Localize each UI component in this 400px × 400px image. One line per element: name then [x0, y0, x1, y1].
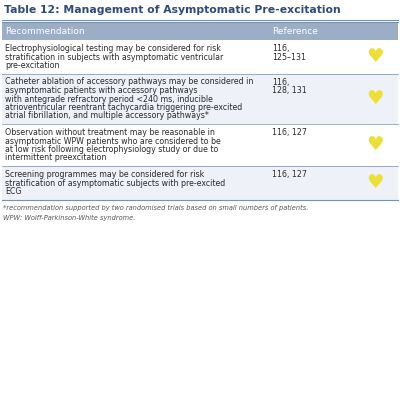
Text: ♥: ♥: [366, 136, 384, 154]
Text: stratification of asymptomatic subjects with pre-excited: stratification of asymptomatic subjects …: [5, 178, 225, 188]
Text: atrial fibrillation, and multiple accessory pathways*: atrial fibrillation, and multiple access…: [5, 112, 209, 120]
Text: 116, 127: 116, 127: [272, 128, 307, 137]
Text: at low risk following electrophysiology study or due to: at low risk following electrophysiology …: [5, 145, 218, 154]
Text: atrioventricular reentrant tachycardia triggering pre-excited: atrioventricular reentrant tachycardia t…: [5, 103, 242, 112]
Bar: [2, 166, 398, 200]
Text: 128, 131: 128, 131: [272, 86, 307, 95]
Text: Observation without treatment may be reasonable in: Observation without treatment may be rea…: [5, 128, 215, 137]
Text: Reference: Reference: [272, 26, 318, 36]
Text: 116,: 116,: [272, 44, 289, 53]
Text: ECG: ECG: [5, 187, 22, 196]
Text: Table 12: Management of Asymptomatic Pre-excitation: Table 12: Management of Asymptomatic Pre…: [4, 5, 341, 15]
Text: ♥: ♥: [366, 47, 384, 66]
Bar: [2, 124, 398, 166]
Bar: [2, 74, 398, 124]
Text: intermittent preexcitation: intermittent preexcitation: [5, 154, 106, 162]
Text: Recommendation: Recommendation: [5, 26, 85, 36]
Text: WPW: Wolff-Parkinson-White syndrome.: WPW: Wolff-Parkinson-White syndrome.: [3, 214, 135, 221]
Text: ♥: ♥: [366, 173, 384, 192]
Text: stratification in subjects with asymptomatic ventricular: stratification in subjects with asymptom…: [5, 52, 223, 62]
Text: ♥: ♥: [366, 89, 384, 108]
Text: Electrophysiological testing may be considered for risk: Electrophysiological testing may be cons…: [5, 44, 221, 53]
Text: with antegrade refractory period <240 ms, inducible: with antegrade refractory period <240 ms…: [5, 94, 213, 104]
Text: Screening programmes may be considered for risk: Screening programmes may be considered f…: [5, 170, 204, 179]
Text: asymptomatic WPW patients who are considered to be: asymptomatic WPW patients who are consid…: [5, 136, 221, 146]
Bar: [2, 22, 398, 40]
Text: 125–131: 125–131: [272, 52, 306, 62]
Text: Catheter ablation of accessory pathways may be considered in: Catheter ablation of accessory pathways …: [5, 78, 253, 86]
Text: *recommendation supported by two randomised trials based on small numbers of pat: *recommendation supported by two randomi…: [3, 204, 308, 211]
Text: pre-excitation: pre-excitation: [5, 61, 60, 70]
Text: asymptomatic patients with accessory pathways: asymptomatic patients with accessory pat…: [5, 86, 198, 95]
Text: 116,: 116,: [272, 78, 289, 86]
Text: 116, 127: 116, 127: [272, 170, 307, 179]
Bar: [2, 40, 398, 74]
